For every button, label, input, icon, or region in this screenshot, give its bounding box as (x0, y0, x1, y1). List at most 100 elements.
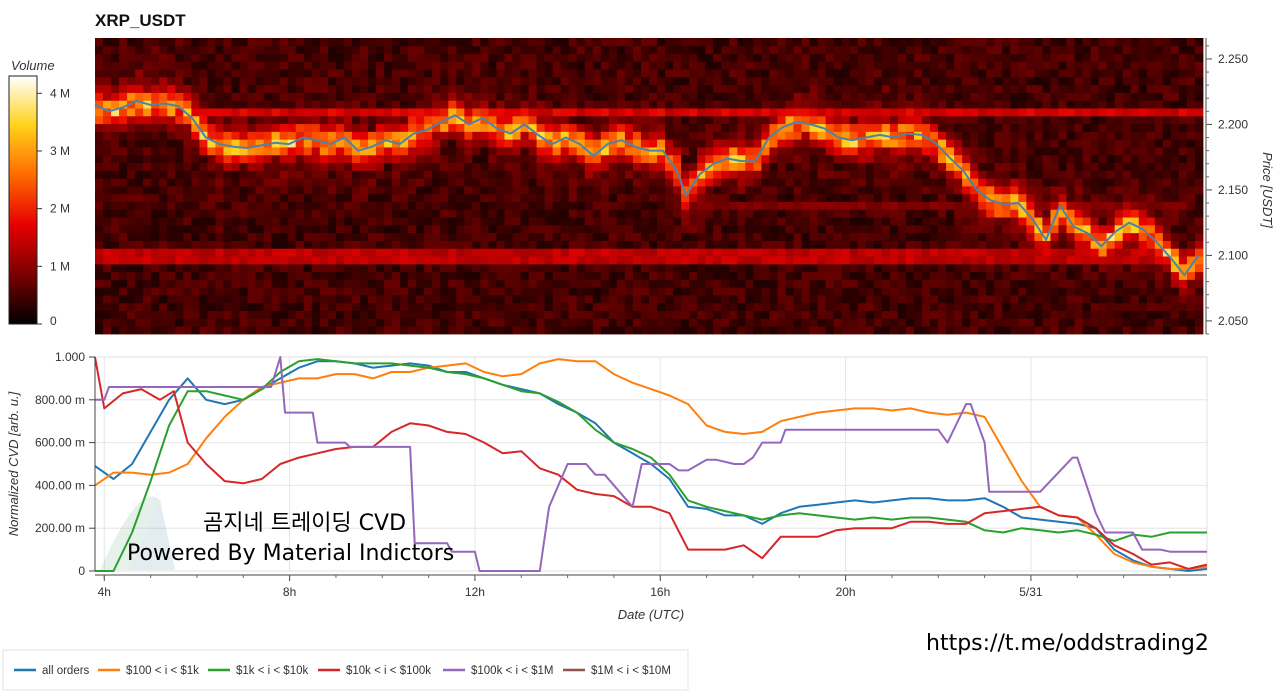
heatmap-cell (978, 108, 987, 117)
heatmap-cell (849, 154, 859, 164)
heatmap-cell (119, 53, 128, 62)
heatmap-cell (416, 279, 425, 288)
heatmap-cell (1138, 186, 1148, 195)
heatmap-cell (167, 147, 176, 156)
heatmap-cell (1106, 310, 1116, 319)
heatmap-cell (432, 53, 441, 62)
heatmap-cell (472, 45, 481, 54)
heatmap-cell (175, 326, 184, 335)
heatmap-cell (560, 61, 570, 70)
heatmap-cell (151, 162, 160, 171)
heatmap-cell (616, 310, 626, 319)
heatmap-cell (833, 256, 843, 265)
heatmap-cell (970, 287, 979, 296)
heatmap-cell (351, 271, 361, 280)
heatmap-cell (384, 240, 393, 249)
heatmap-cell (175, 139, 184, 148)
heatmap-cell (576, 162, 586, 171)
heatmap-cell (127, 295, 136, 304)
heatmap-cell (544, 248, 554, 257)
heatmap-cell (175, 69, 184, 78)
heatmap-cell (657, 170, 666, 179)
heatmap-cell (793, 186, 802, 195)
heatmap-cell (343, 170, 353, 179)
heatmap-cell (841, 232, 851, 241)
heatmap-cell (608, 295, 618, 304)
heatmap-cell (737, 76, 746, 86)
heatmap-cell (424, 271, 433, 280)
heatmap-cell (472, 232, 481, 241)
heatmap-cell (327, 326, 337, 335)
heatmap-cell (946, 84, 955, 93)
heatmap-cell (865, 108, 875, 117)
heatmap-cell (448, 209, 457, 218)
heatmap-cell (432, 224, 441, 234)
heatmap-cell (287, 92, 297, 101)
heatmap-cell (576, 154, 586, 164)
heatmap-cell (873, 193, 883, 202)
heatmap-cell (1018, 69, 1027, 78)
heatmap-cell (1066, 108, 1075, 117)
heatmap-cell (1050, 108, 1059, 117)
heatmap-cell (544, 240, 554, 249)
heatmap-cell (424, 170, 433, 179)
heatmap-cell (954, 53, 963, 62)
heatmap-cell (199, 248, 208, 257)
heatmap-cell (359, 232, 369, 241)
heatmap-cell (833, 186, 843, 195)
heatmap-cell (408, 295, 417, 304)
heatmap-cell (785, 69, 794, 78)
heatmap-cell (400, 263, 409, 273)
heatmap-cell (183, 232, 192, 241)
heatmap-cell (392, 217, 401, 226)
heatmap-cell (384, 139, 393, 148)
heatmap-cell (271, 201, 281, 210)
heatmap-cell (191, 147, 200, 156)
heatmap-cell (183, 61, 192, 70)
heatmap-cell (1018, 115, 1027, 125)
heatmap-cell (464, 170, 473, 179)
heatmap-cell (801, 240, 810, 249)
heatmap-cell (1050, 295, 1059, 304)
heatmap-cell (175, 263, 184, 273)
heatmap-cell (215, 108, 224, 117)
heatmap-cell (408, 318, 417, 327)
heatmap-cell (849, 224, 859, 234)
heatmap-cell (295, 263, 305, 273)
heatmap-cell (689, 38, 698, 47)
heatmap-cell (857, 123, 867, 132)
heatmap-cell (384, 217, 393, 226)
heatmap-cell (295, 147, 305, 156)
heatmap-cell (159, 217, 168, 226)
heatmap-cell (167, 217, 176, 226)
heatmap-cell (753, 147, 762, 156)
heatmap-cell (1130, 240, 1140, 249)
heatmap-cell (568, 302, 578, 312)
heatmap-cell (1010, 326, 1019, 335)
heatmap-cell (649, 100, 658, 109)
heatmap-cell (183, 263, 192, 273)
heatmap-cell (1026, 53, 1035, 62)
heatmap-cell (1002, 139, 1011, 148)
heatmap-cell (833, 279, 843, 288)
heatmap-cell (865, 248, 875, 257)
heatmap-cell (127, 271, 136, 280)
heatmap-cell (239, 61, 248, 70)
heatmap-cell (946, 61, 955, 70)
heatmap-cell (809, 131, 819, 140)
heatmap-cell (1074, 45, 1083, 54)
heatmap-cell (721, 295, 730, 304)
heatmap-cell (1066, 279, 1075, 288)
heatmap-cell (504, 84, 513, 93)
heatmap-cell (833, 84, 843, 93)
heatmap-cell (1082, 147, 1091, 156)
heatmap-cell (528, 310, 537, 319)
heatmap-cell (793, 170, 802, 179)
heatmap-cell (873, 186, 883, 195)
heatmap-cell (994, 302, 1003, 312)
heatmap-cell (1090, 170, 1100, 179)
heatmap-cell (600, 318, 610, 327)
heatmap-cell (1090, 147, 1100, 156)
heatmap-cell (1098, 92, 1108, 101)
heatmap-cell (207, 271, 216, 280)
